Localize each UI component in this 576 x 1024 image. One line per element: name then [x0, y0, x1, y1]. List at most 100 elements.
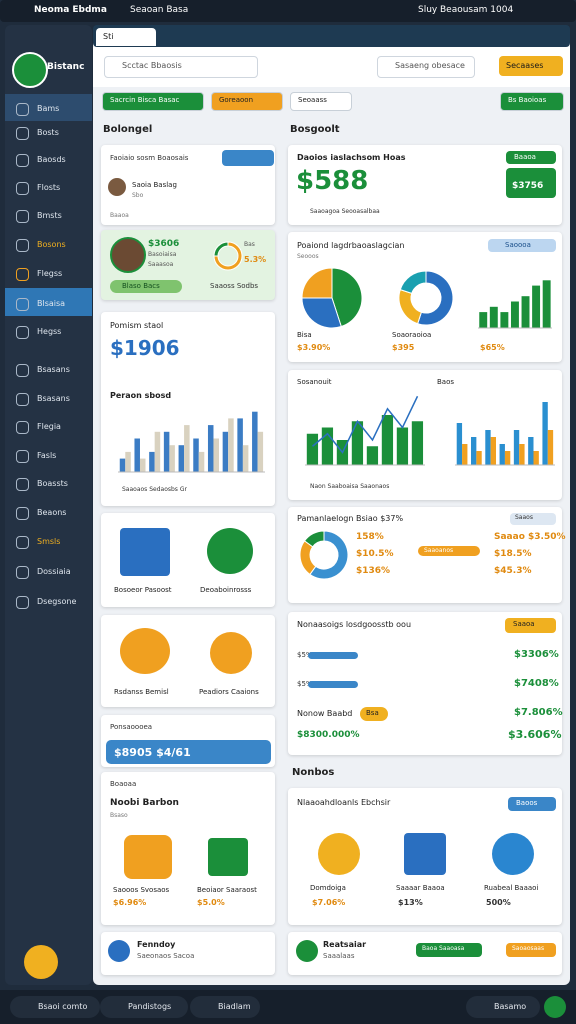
nav-item[interactable]: Baosds — [37, 155, 66, 164]
label: Saoooa — [505, 241, 531, 249]
nav-item[interactable]: Bmsts — [37, 211, 62, 220]
icon — [404, 833, 446, 875]
nav-item[interactable]: Bams — [37, 104, 60, 113]
filter-chip[interactable] — [102, 92, 204, 111]
filter-label[interactable]: Bs Baoioas — [508, 96, 547, 104]
label: Saaos — [515, 514, 533, 521]
nav-item[interactable]: Bsasans — [37, 365, 70, 374]
nav-item[interactable]: Flosts — [37, 183, 61, 192]
button-label[interactable]: Saoaosaas — [512, 945, 545, 952]
button[interactable] — [416, 943, 482, 957]
bottom-button[interactable] — [100, 996, 188, 1018]
search-placeholder: Scctac Bbaosis — [122, 61, 182, 70]
fab[interactable] — [24, 945, 58, 979]
filter-label[interactable]: Sacrcin Bisca Basac — [110, 96, 180, 104]
bottom-label[interactable]: Bsaoi comto — [38, 1002, 88, 1011]
button-label[interactable]: Baoa Saaoasa — [422, 945, 465, 952]
label: Sluy — [418, 5, 438, 15]
label: $7.06% — [312, 898, 346, 907]
label: $18.5% — [494, 549, 532, 559]
label: $3.606% — [508, 728, 562, 741]
bottom-label[interactable]: Biadlam — [218, 1002, 251, 1011]
label: $5.0% — [197, 898, 225, 907]
search-box[interactable] — [377, 56, 475, 78]
label: Basoiaisa — [148, 251, 177, 258]
nav-icon — [16, 450, 29, 463]
tab[interactable]: Neoma Ebdma — [34, 5, 107, 15]
bar — [532, 285, 541, 328]
filter-chip[interactable] — [290, 92, 352, 111]
search-placeholder: Sasaeng obesace — [395, 61, 465, 70]
nav-item[interactable]: Boassts — [37, 479, 68, 488]
nav-item[interactable]: Fasls — [37, 451, 57, 460]
label: Baos — [437, 378, 455, 386]
search-box[interactable] — [104, 56, 258, 78]
bar — [476, 451, 482, 465]
bar — [521, 296, 530, 328]
nav-icon — [16, 478, 29, 491]
bottom-button[interactable] — [10, 996, 100, 1018]
label: $7408% — [514, 678, 559, 689]
nav-item[interactable]: Dsegsone — [37, 597, 77, 606]
nav-item[interactable]: Bosts — [37, 128, 59, 137]
bottom-button[interactable] — [190, 996, 260, 1018]
nav-item[interactable]: Beaons — [37, 508, 67, 517]
label: Peraon sbosd — [110, 391, 172, 400]
label: $5% — [297, 680, 313, 688]
icon — [207, 528, 253, 574]
label: Bsa — [366, 709, 379, 717]
label: $5% — [297, 651, 313, 659]
bar — [485, 430, 491, 465]
label: Domdoiga — [310, 884, 346, 892]
nav-item[interactable]: Bsasans — [37, 394, 70, 403]
filter-chip[interactable] — [500, 92, 564, 111]
slice — [399, 270, 427, 294]
nav-item[interactable]: Hegss — [37, 327, 62, 336]
line — [312, 395, 419, 454]
label: Pomism staol — [110, 321, 164, 330]
label: Saaoagoa Seooasalbaa — [310, 208, 380, 215]
nav-item[interactable]: Flegia — [37, 422, 61, 431]
bar — [149, 451, 155, 472]
label: Seooos — [297, 253, 319, 260]
bar — [213, 438, 219, 472]
nav-icon — [16, 210, 29, 223]
button[interactable] — [499, 56, 563, 76]
label: $395 — [392, 343, 415, 352]
filter-chip[interactable] — [211, 92, 283, 111]
tab[interactable]: Seaoan Basa — [130, 5, 189, 15]
tag — [505, 618, 556, 633]
slice — [303, 530, 325, 548]
icon — [210, 632, 252, 674]
nav-item[interactable]: Bosons — [37, 240, 66, 249]
slice — [309, 530, 349, 580]
label: Deoaboinrosss — [200, 586, 252, 594]
browser-tab[interactable]: Sti — [103, 32, 114, 41]
bar — [228, 418, 234, 472]
nav-item[interactable]: Smsls — [37, 537, 61, 546]
browser-tab — [96, 28, 156, 46]
nav-icon — [16, 364, 29, 377]
nav-item[interactable]: Flegss — [37, 269, 63, 278]
bottom-label[interactable]: Pandistogs — [128, 1002, 172, 1011]
nav-item[interactable]: Dossiaia — [37, 567, 71, 576]
payment-bar — [106, 740, 271, 764]
bottom-label[interactable]: Basamo — [494, 1002, 527, 1011]
button-label[interactable]: Secaases — [506, 61, 544, 70]
fab[interactable] — [544, 996, 566, 1018]
label: Saaoanos — [424, 547, 454, 554]
filter-label[interactable]: Goreaoon — [219, 96, 254, 104]
bar — [306, 433, 319, 465]
nav-item[interactable]: Blsaisa — [37, 299, 66, 308]
progress-bar — [418, 546, 480, 556]
label: Ponsaoooea — [110, 723, 153, 731]
filter-label[interactable]: Seoaass — [298, 96, 327, 104]
tag — [510, 513, 556, 525]
bar — [547, 430, 554, 465]
label: $3606 — [148, 239, 180, 249]
bottom-button[interactable] — [466, 996, 540, 1018]
button[interactable] — [222, 150, 274, 166]
bar — [411, 421, 424, 465]
button[interactable] — [506, 943, 556, 957]
